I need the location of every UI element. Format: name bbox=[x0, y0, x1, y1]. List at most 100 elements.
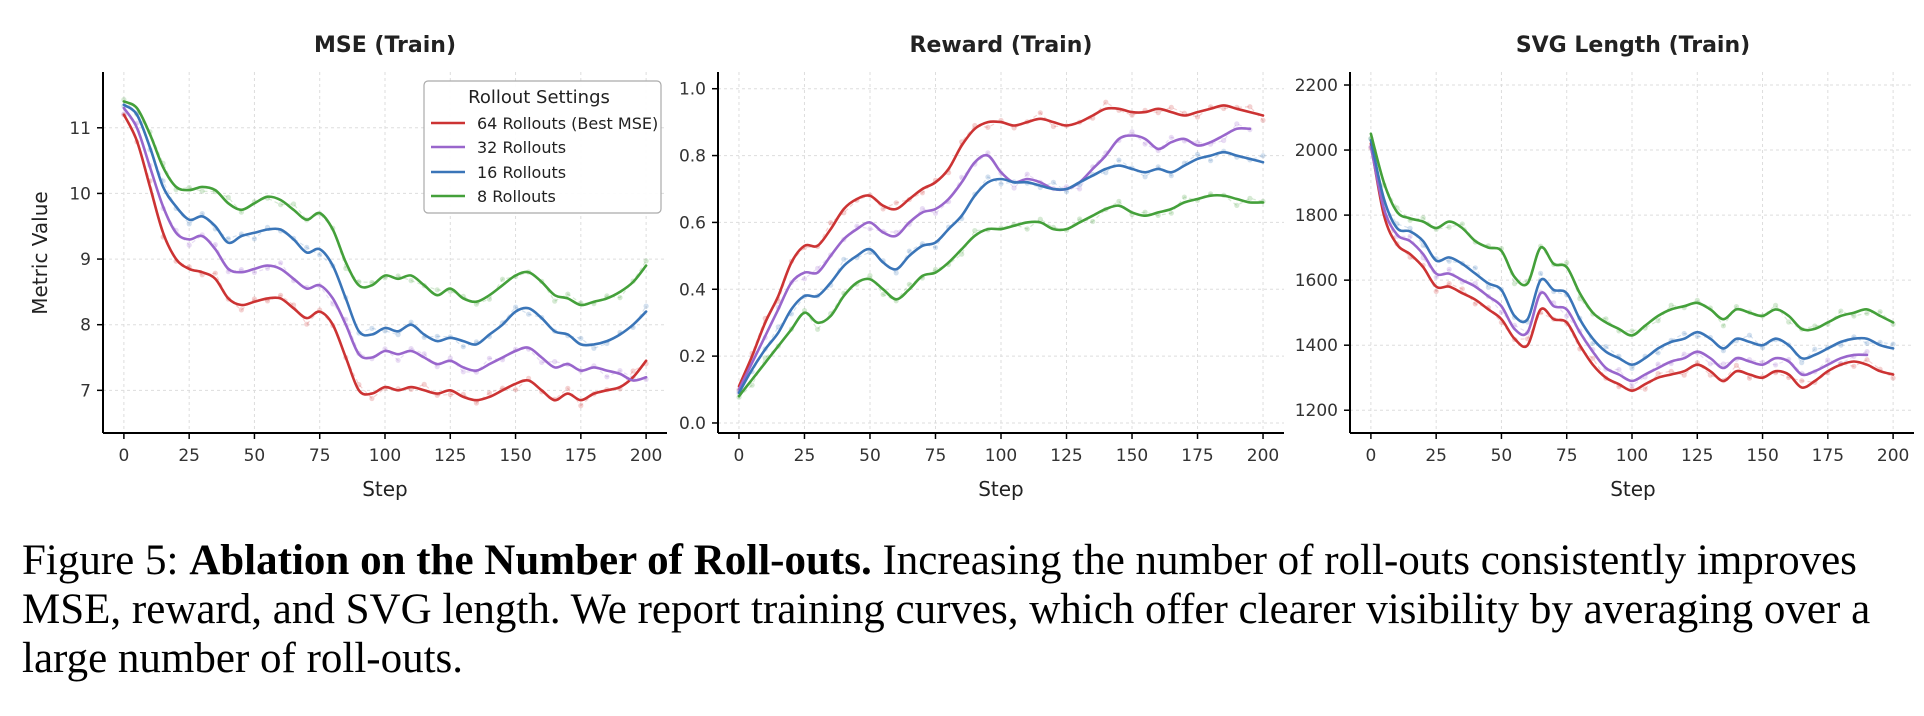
raw-point-8 bbox=[1877, 309, 1883, 315]
raw-point-16 bbox=[932, 244, 939, 251]
y-tick-label: 0.4 bbox=[679, 280, 706, 300]
series-line-32 bbox=[1369, 145, 1869, 383]
raw-point-64 bbox=[1472, 301, 1478, 307]
raw-point-8 bbox=[1773, 302, 1779, 308]
raw-point-16 bbox=[1116, 157, 1122, 163]
series-line-32 bbox=[737, 127, 1252, 391]
raw-point-16 bbox=[1655, 350, 1661, 356]
raw-point-32 bbox=[434, 364, 440, 370]
raw-point-32 bbox=[1629, 383, 1635, 389]
raw-point-8 bbox=[499, 276, 506, 282]
raw-point-32 bbox=[1433, 274, 1439, 280]
raw-point-32 bbox=[395, 357, 401, 363]
raw-point-8 bbox=[1786, 319, 1792, 325]
x-tick-label: 125 bbox=[1681, 446, 1713, 466]
raw-point-8 bbox=[1655, 318, 1661, 324]
raw-point-32 bbox=[1720, 361, 1726, 367]
raw-point-16 bbox=[526, 311, 532, 317]
raw-point-64 bbox=[1746, 375, 1753, 381]
legend-label: 64 Rollouts (Best MSE) bbox=[477, 114, 658, 133]
caption-label: Figure 5: bbox=[22, 537, 179, 584]
series-line-64 bbox=[122, 113, 648, 402]
raw-point-64 bbox=[212, 270, 218, 276]
raw-point-32 bbox=[1011, 185, 1017, 191]
raw-point-64 bbox=[1642, 386, 1648, 392]
raw-point-16 bbox=[578, 335, 584, 341]
raw-point-64 bbox=[1890, 375, 1896, 381]
raw-point-64 bbox=[1590, 355, 1596, 361]
series-line-64 bbox=[737, 104, 1265, 388]
raw-point-64 bbox=[1050, 123, 1056, 130]
x-tick-label: 100 bbox=[1616, 446, 1648, 466]
x-tick-label: 125 bbox=[434, 446, 466, 466]
chart-svg-length: SVG Length (Train) 0 25 50 75 100 125 150 175 20… bbox=[1295, 33, 1914, 500]
raw-trace-8 bbox=[123, 99, 647, 305]
raw-point-64 bbox=[486, 390, 492, 396]
raw-point-32 bbox=[1168, 134, 1174, 140]
raw-point-64 bbox=[1221, 105, 1227, 112]
raw-point-16 bbox=[906, 248, 912, 254]
raw-point-8 bbox=[1629, 328, 1635, 334]
x-tick-label: 0 bbox=[1365, 446, 1376, 466]
raw-point-16 bbox=[251, 236, 257, 242]
x-tick-label: 25 bbox=[178, 446, 200, 466]
raw-point-64 bbox=[1129, 112, 1135, 118]
x-axis-label: Step bbox=[978, 477, 1024, 500]
raw-point-16 bbox=[893, 270, 899, 276]
raw-point-8 bbox=[1733, 304, 1739, 310]
y-tick-label: 7 bbox=[80, 381, 91, 401]
raw-point-8 bbox=[1459, 221, 1465, 227]
raw-point-16 bbox=[643, 303, 649, 309]
y-tick-label: 1400 bbox=[1295, 336, 1338, 356]
raw-point-64 bbox=[421, 381, 427, 387]
raw-point-16 bbox=[1681, 330, 1687, 337]
raw-point-8 bbox=[199, 188, 205, 194]
legend-title: Rollout Settings bbox=[468, 87, 610, 108]
raw-point-8 bbox=[1564, 260, 1570, 266]
raw-trace-64 bbox=[738, 101, 1264, 390]
raw-point-32 bbox=[1221, 137, 1227, 144]
raw-point-64 bbox=[578, 403, 584, 409]
raw-point-32 bbox=[1024, 171, 1030, 177]
raw-point-16 bbox=[369, 325, 375, 331]
raw-point-16 bbox=[317, 252, 323, 258]
raw-trace-64 bbox=[123, 114, 647, 407]
raw-point-64 bbox=[1247, 104, 1253, 110]
chart-mse: MSE (Train) 0 25 50 75 100 125 150 175 200 7 8 9 10… bbox=[28, 33, 667, 500]
x-tick-label: 50 bbox=[244, 446, 266, 466]
y-tick-label: 1.0 bbox=[679, 80, 706, 100]
grid-lines bbox=[1350, 72, 1914, 433]
y-tick-label: 10 bbox=[69, 184, 91, 204]
raw-point-64 bbox=[1260, 117, 1266, 123]
raw-point-32 bbox=[1825, 357, 1831, 363]
raw-point-8 bbox=[1511, 281, 1518, 287]
raw-point-8 bbox=[1851, 313, 1857, 319]
raw-point-32 bbox=[867, 226, 873, 232]
raw-point-8 bbox=[1037, 216, 1043, 222]
raw-point-64 bbox=[1681, 372, 1687, 378]
chart-title: Reward (Train) bbox=[910, 33, 1093, 58]
legend: Rollout Settings 64 Rollouts (Best MSE) … bbox=[423, 80, 662, 214]
x-tick-label: 25 bbox=[1425, 446, 1447, 466]
raw-point-64 bbox=[1168, 104, 1174, 110]
raw-point-32 bbox=[251, 269, 257, 276]
raw-point-16 bbox=[1538, 270, 1544, 276]
raw-point-16 bbox=[1260, 153, 1266, 159]
chart-title: SVG Length (Train) bbox=[1516, 33, 1750, 58]
raw-point-16 bbox=[1799, 360, 1805, 366]
series-line-8 bbox=[1369, 132, 1895, 337]
raw-point-16 bbox=[998, 181, 1004, 187]
x-axis-label: Step bbox=[1610, 477, 1656, 500]
y-axis-label: Metric Value bbox=[28, 191, 52, 314]
legend-label: 16 Rollouts bbox=[477, 163, 566, 182]
raw-point-8 bbox=[1142, 209, 1148, 215]
raw-point-32 bbox=[552, 359, 558, 365]
x-tick-label: 0 bbox=[734, 446, 745, 466]
raw-point-16 bbox=[1446, 258, 1452, 264]
raw-trace-32 bbox=[123, 113, 647, 380]
raw-point-32 bbox=[1681, 351, 1687, 357]
raw-point-64 bbox=[1799, 378, 1805, 384]
raw-point-8 bbox=[1420, 215, 1426, 221]
legend-entry-32: 32 Rollouts bbox=[431, 138, 566, 157]
x-tick-label: 50 bbox=[859, 446, 881, 466]
